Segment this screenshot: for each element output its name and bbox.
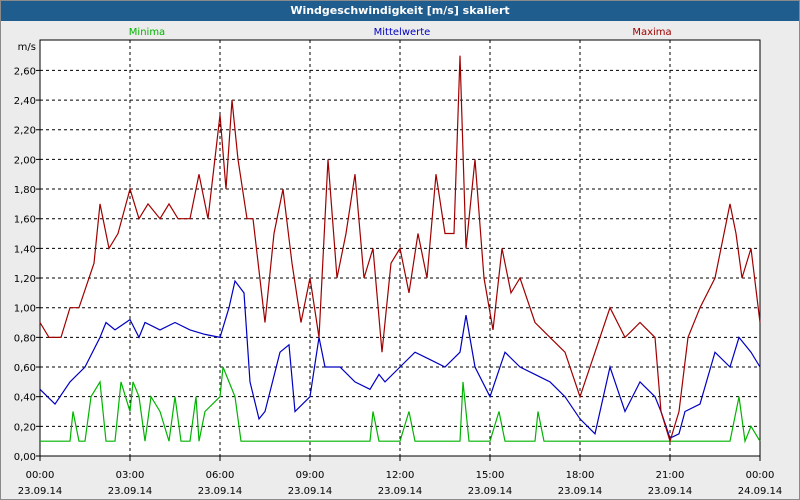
legend-mittelwerte: Mittelwerte <box>374 27 431 38</box>
y-tick-label: 0,40 <box>14 393 36 404</box>
window-title: Windgeschwindigkeit [m/s] skaliert <box>1 1 799 21</box>
series-line-maxima <box>39 55 761 444</box>
x-tick-time: 00:00 <box>26 470 55 481</box>
x-tick-time: 09:00 <box>296 470 325 481</box>
y-tick-label: 1,60 <box>14 215 36 226</box>
x-tick-date: 23.09.14 <box>378 486 423 497</box>
x-tick-date: 23.09.14 <box>468 486 513 497</box>
x-tick-time: 00:00 <box>746 470 775 481</box>
x-tick-date: 23.09.14 <box>288 486 333 497</box>
y-tick-label: 2,40 <box>14 96 36 107</box>
series-line-minima <box>40 366 761 444</box>
x-tick-date: 23.09.14 <box>648 486 693 497</box>
x-tick-time: 06:00 <box>206 470 235 481</box>
y-tick-label: 1,20 <box>14 274 36 285</box>
x-tick-date: 24.09.14 <box>738 486 783 497</box>
y-tick-label: 1,00 <box>14 304 36 315</box>
x-tick-date: 23.09.14 <box>108 486 153 497</box>
x-tick-date: 23.09.14 <box>558 486 603 497</box>
y-axis-label: m/s <box>18 42 36 53</box>
y-tick-label: 0,80 <box>14 333 36 344</box>
legend-maxima: Maxima <box>632 27 671 38</box>
series-line-mittelwerte <box>39 279 761 440</box>
legend-minima: Minima <box>129 27 165 38</box>
y-tick-label: 2,00 <box>14 155 36 166</box>
y-tick-label: 2,60 <box>14 66 36 77</box>
x-tick-time: 21:00 <box>656 470 685 481</box>
y-tick-label: 1,80 <box>14 185 36 196</box>
y-tick-label: 2,20 <box>14 126 36 137</box>
x-tick-time: 03:00 <box>116 470 145 481</box>
y-tick-label: 0,60 <box>14 363 36 374</box>
y-tick-label: 0,00 <box>14 452 36 463</box>
x-tick-time: 15:00 <box>476 470 505 481</box>
y-tick-label: 1,40 <box>14 244 36 255</box>
y-tick-label: 0,20 <box>14 422 36 433</box>
x-tick-date: 23.09.14 <box>198 486 243 497</box>
x-tick-time: 18:00 <box>566 470 595 481</box>
x-tick-time: 12:00 <box>386 470 415 481</box>
x-tick-date: 23.09.14 <box>18 486 63 497</box>
